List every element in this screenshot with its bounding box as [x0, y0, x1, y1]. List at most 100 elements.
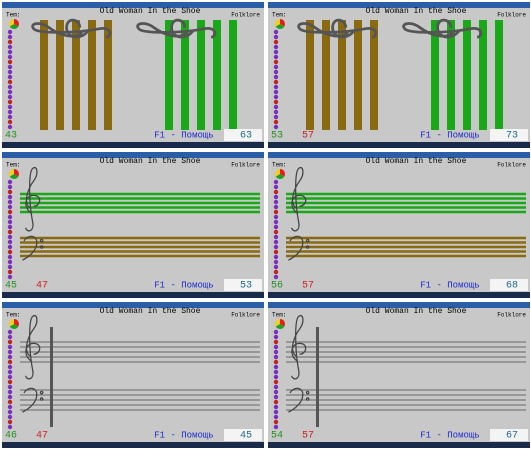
treble-clef: [290, 314, 307, 380]
star-icon: [273, 399, 279, 405]
star-icon: [273, 409, 279, 415]
star-icon: [273, 104, 279, 110]
star-icon: [273, 124, 279, 130]
help-hint: F1 - Помощь: [154, 430, 213, 440]
star-icon: [7, 354, 13, 360]
star-icon: [7, 229, 13, 235]
green-stripe: [197, 20, 205, 130]
color-wheel: [280, 19, 285, 27]
star-icon: [7, 69, 13, 75]
color-wheel: [275, 169, 281, 177]
app-window: Old Woman In the Shoe Tem: Folklore 45 47 F1 …: [2, 152, 264, 298]
star-icon: [7, 404, 13, 410]
star-icon: [273, 84, 279, 90]
star-icon: [7, 269, 13, 275]
star-icon: [7, 184, 13, 190]
star-icon: [7, 54, 13, 60]
score: 68: [506, 281, 518, 292]
app-window: Old Woman In the Shoe Tem: Folklore 53 57 F1 …: [268, 2, 530, 148]
star-icon: [7, 104, 13, 110]
star-icon: [7, 384, 13, 390]
color-wheel: [9, 319, 15, 327]
help-hint: F1 - Помощь: [420, 430, 479, 440]
brown-stripe: [88, 20, 96, 130]
color-wheel: [275, 324, 285, 329]
green-stripe: [229, 20, 237, 130]
red-number: 57: [302, 131, 314, 142]
brown-stripe: [370, 20, 378, 130]
color-wheel: [275, 174, 285, 179]
help-hint: F1 - Помощь: [420, 280, 479, 290]
theme-label: Tem:: [6, 312, 20, 319]
star-icon: [7, 84, 13, 90]
star-icon: [7, 94, 13, 100]
title-bar: [2, 302, 264, 308]
star-icon: [7, 249, 13, 255]
brown-stripe: [72, 20, 80, 130]
app-window: Old Woman In the Shoe Tem: Folklore 54 57 F1 …: [268, 302, 530, 448]
color-wheel: [9, 174, 19, 179]
score-box: [224, 429, 262, 441]
star-icon: [7, 29, 13, 35]
score: 73: [506, 131, 518, 142]
clef: [136, 18, 217, 39]
left-number: 45: [5, 281, 17, 292]
star-icon: [273, 219, 279, 225]
title-bar: [268, 2, 530, 8]
star-icon: [7, 394, 13, 400]
star-icon: [273, 344, 279, 350]
help-hint: F1 - Помощь: [420, 130, 479, 140]
star-icon: [273, 249, 279, 255]
color-wheel: [14, 19, 19, 27]
color-wheel: [14, 169, 19, 177]
score: 63: [240, 131, 252, 142]
clef: [31, 18, 112, 39]
star-icon: [7, 389, 13, 395]
brown-stripe: [354, 20, 362, 130]
star-icon: [273, 259, 279, 265]
window-bg: [2, 302, 264, 448]
star-icon: [7, 179, 13, 185]
window-bg: [268, 302, 530, 448]
star-icon: [7, 364, 13, 370]
brown-stripe: [56, 20, 64, 130]
star-icon: [7, 214, 13, 220]
star-icon: [273, 49, 279, 55]
score-box: [490, 429, 528, 441]
left-number: 56: [271, 281, 283, 292]
brown-stripe: [40, 20, 48, 130]
song-title: Old Woman In the Shoe: [366, 157, 467, 166]
bass-clef: [22, 387, 44, 413]
treble-clef: [290, 166, 307, 232]
star-icon: [273, 384, 279, 390]
star-icon: [7, 59, 13, 65]
brown-stripe: [322, 20, 330, 130]
star-icon: [273, 54, 279, 60]
star-icon: [273, 349, 279, 355]
star-icon: [273, 234, 279, 240]
star-icon: [273, 119, 279, 125]
genre: Folklore: [497, 162, 526, 169]
score-box: [224, 279, 262, 291]
star-icon: [7, 114, 13, 120]
star-icon: [273, 274, 279, 280]
taskbar: [268, 142, 530, 148]
star-icon: [7, 419, 13, 425]
brown-stripe: [306, 20, 314, 130]
green-stripe: [165, 20, 173, 130]
treble-clef: [24, 166, 41, 232]
song-title: Old Woman In the Shoe: [366, 7, 467, 16]
star-icon: [273, 329, 279, 335]
star-icon: [273, 89, 279, 95]
treble-clef: [24, 314, 41, 380]
green-stripe: [431, 20, 439, 130]
theme-label: Tem:: [6, 12, 20, 19]
app-window: Old Woman In the Shoe Tem: Folklore 43 F1 - …: [2, 2, 264, 148]
star-icon: [273, 224, 279, 230]
help-hint: F1 - Помощь: [154, 130, 213, 140]
star-icon: [273, 419, 279, 425]
star-icon: [7, 239, 13, 245]
genre: Folklore: [231, 312, 260, 319]
star-icon: [273, 64, 279, 70]
star-icon: [273, 394, 279, 400]
